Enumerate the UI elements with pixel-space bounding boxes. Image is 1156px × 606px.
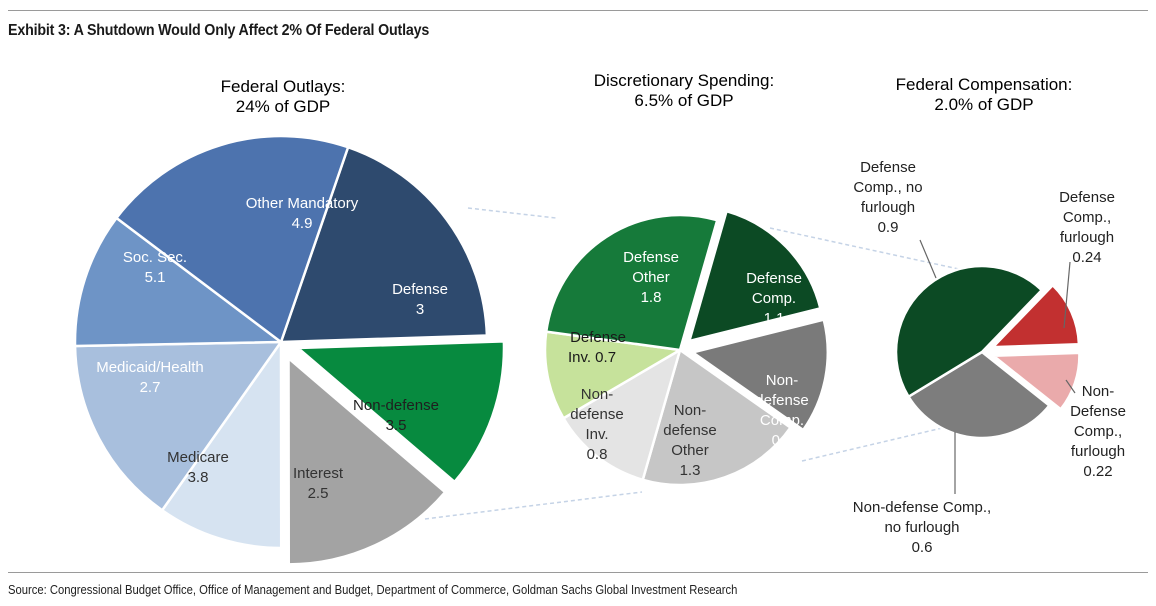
- leader-line: [1063, 261, 1071, 329]
- pie-slice-soc-sec: [115, 134, 350, 344]
- pie1-subtitle: 24% of GDP: [236, 97, 331, 116]
- slice-label-defense-comp: Defense Comp. 1.1: [746, 270, 802, 327]
- pie-slice-defense-comp: [688, 209, 822, 343]
- exhibit-title: Exhibit 3: A Shutdown Would Only Affect …: [8, 22, 430, 39]
- pie-slice-defense-inv: [543, 330, 682, 420]
- pie2-labels: Defense Other 1.8 Defense Comp. 1.1 Defense I…: [568, 249, 809, 479]
- pie-federal-outlays: [73, 134, 506, 566]
- leader-line: [1065, 379, 1076, 394]
- pie-discretionary-spending: [543, 209, 829, 487]
- slice-label-medicare: Medicare 3.8: [167, 449, 229, 486]
- source-note: Source: Congressional Budget Office, Off…: [8, 583, 738, 597]
- pie-slice-non-defense-comp: [691, 318, 829, 432]
- pie3-subtitle: 2.0% of GDP: [934, 95, 1033, 114]
- pie3-title: Federal Compensation:: [896, 75, 1073, 94]
- slice-label-interest: Interest 2.5: [293, 465, 344, 502]
- pie-slice-medicaid-health: [73, 216, 283, 348]
- pie1-title: Federal Outlays:: [221, 77, 346, 96]
- pie3-leader-lines: [919, 239, 1076, 494]
- pie-slice-medicare: [73, 340, 283, 512]
- connector-line: [467, 207, 557, 219]
- pie2-subtitle: 6.5% of GDP: [634, 91, 733, 110]
- slice-label-non-defense-comp-furlough: Non-Defense Comp., furlough 0.22: [1070, 383, 1126, 480]
- pie-slice-non-defense-comp-no-furlough: [907, 350, 1051, 440]
- pie-slice-non-defense-comp-furlough: [992, 351, 1081, 411]
- slice-label-soc-sec: Soc. Sec. 5.1: [123, 249, 187, 286]
- slice-label-defense-comp-furlough: Defense Comp., furlough 0.24: [1059, 189, 1115, 266]
- pie-slice-non-defense: [287, 357, 447, 566]
- pie-slice-defense-comp-no-furlough: [894, 264, 1043, 398]
- pie-slice-non-defense-inv: [562, 348, 682, 482]
- pie-slice-non-defense-other: [641, 348, 792, 487]
- pie-slice-interest: [160, 340, 283, 550]
- slice-label-non-defense-comp-no-furlough: Non-defense Comp., no furlough 0.6: [853, 499, 991, 556]
- pie-slice-defense-comp-furlough: [991, 284, 1081, 349]
- slice-label-non-defense-other: Non-defense Other 1.3: [663, 402, 716, 479]
- slice-label-non-defense-comp: Non-defense Comp. 0.9: [755, 372, 808, 449]
- slice-label-defense-inv: Defense Inv. 0.7: [568, 329, 626, 366]
- connector-line: [424, 491, 643, 520]
- pie2-title: Discretionary Spending:: [594, 71, 774, 90]
- slice-label-defense-other: Defense Other 1.8: [623, 249, 679, 306]
- pie1-labels: Other Mandatory 4.9 Defense 3 Non-defense 3…: [96, 195, 448, 502]
- slice-label-defense: Defense 3: [392, 281, 448, 318]
- top-rule: [8, 10, 1148, 11]
- pie-slice-defense-other: [545, 213, 719, 352]
- slice-label-other-mandatory: Other Mandatory 4.9: [246, 195, 359, 232]
- pie-federal-compensation: [894, 264, 1081, 440]
- leader-line: [919, 239, 937, 279]
- pie-slice-defense: [296, 340, 506, 484]
- pie3-labels: Defense Comp., no furlough 0.9 Defense Comp.…: [853, 159, 1126, 556]
- bottom-rule: [8, 572, 1148, 573]
- slice-label-non-defense: Non-defense 3.5: [353, 397, 439, 434]
- slice-label-defense-comp-no-furlough: Defense Comp., no furlough 0.9: [853, 159, 922, 236]
- slice-label-non-defense-inv: Non-defense Inv. 0.8: [570, 386, 623, 463]
- slice-label-medicaid-health: Medicaid/Health 2.7: [96, 359, 204, 396]
